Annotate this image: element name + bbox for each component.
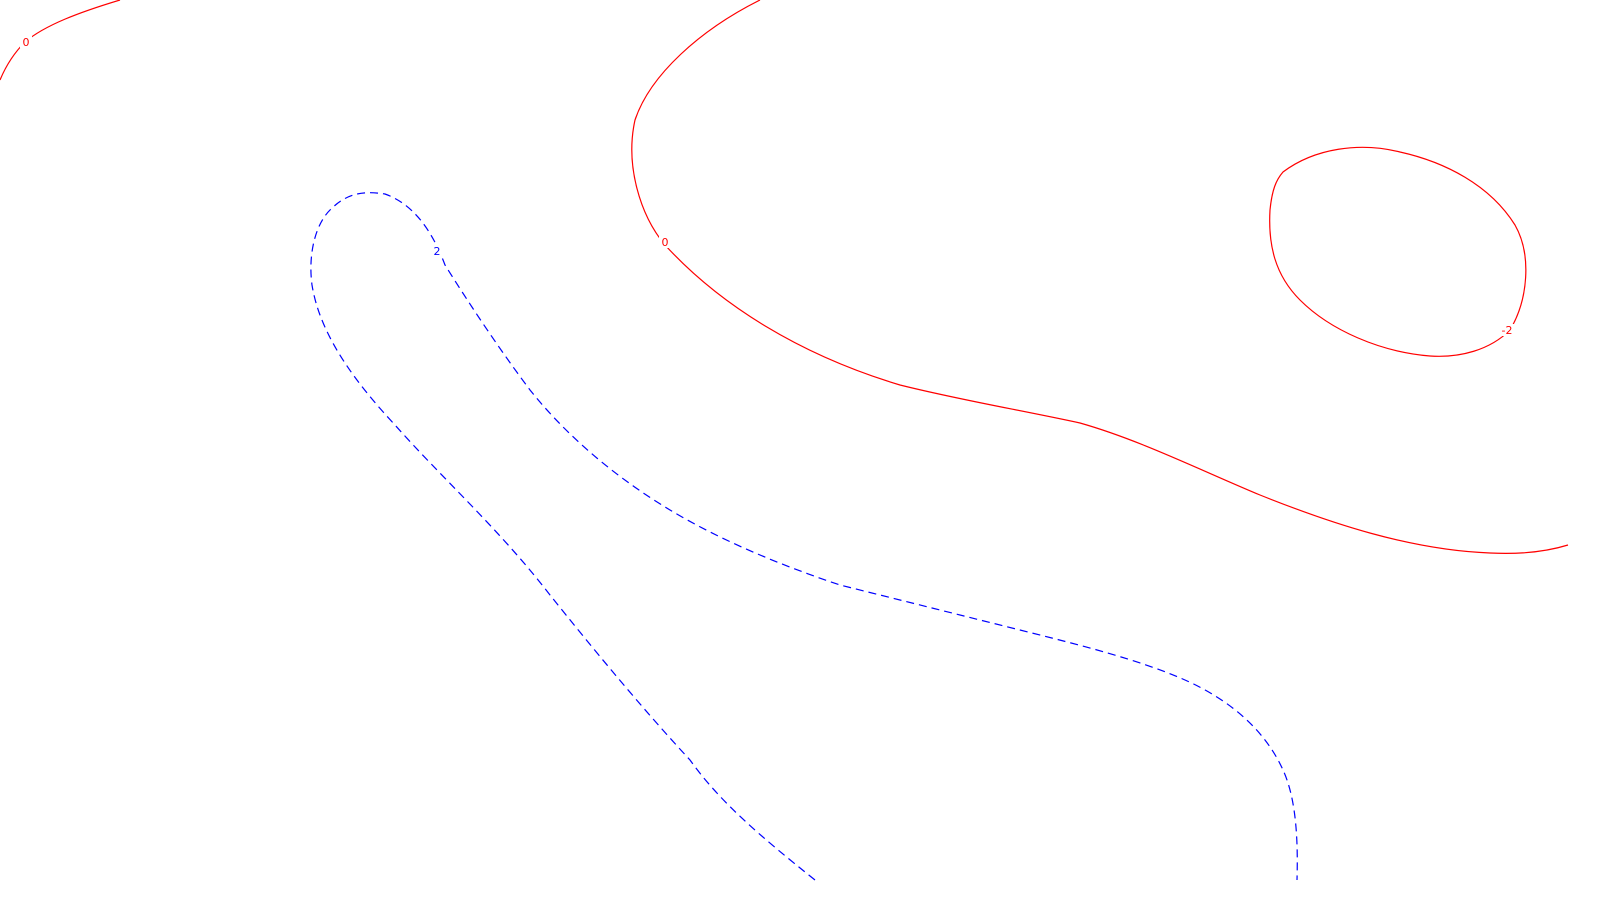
label-group-topleft-zero: 0 <box>20 36 32 49</box>
contour-two-dashed <box>310 192 1298 881</box>
label-group-loop-minus-two: -2 <box>1497 324 1517 337</box>
label-group-dashed-two: 2 <box>431 245 443 258</box>
contour-zero-main <box>631 0 1569 554</box>
label-bg <box>1497 324 1517 336</box>
contour-label-zero-topleft: 0 <box>23 36 30 49</box>
label-group-main-zero: 0 <box>659 236 671 249</box>
label-bg <box>20 36 32 48</box>
contour-zero-topleft <box>0 0 121 81</box>
label-bg <box>659 236 671 248</box>
contour-label-minus-two-loop: -2 <box>1502 324 1513 337</box>
contour-minus-two-loop <box>1269 146 1527 357</box>
contour-label-two-dashed: 2 <box>434 245 441 258</box>
contour-label-zero-main: 0 <box>662 236 669 249</box>
label-bg <box>431 246 443 258</box>
